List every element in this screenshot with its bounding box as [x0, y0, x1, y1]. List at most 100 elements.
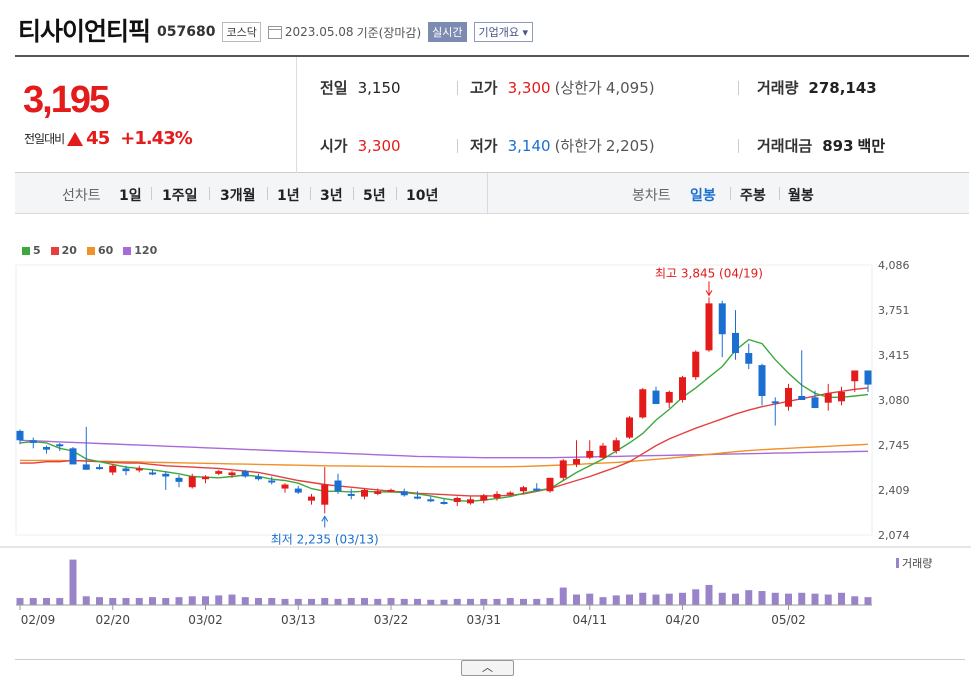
company-overview-dropdown[interactable]: 기업개요 ▾ [473, 22, 534, 42]
date-info: 2023.05.08 기준(장마감) [267, 24, 422, 41]
upper-limit-value: 4,095) [605, 78, 655, 97]
candle-body [321, 484, 329, 505]
ma5-line [19, 338, 869, 503]
volume-bar [361, 598, 368, 605]
ma60-line [20, 443, 869, 468]
candle-body [626, 417, 633, 438]
lower-limit-label: (하한가 [554, 137, 602, 155]
candle-body [771, 401, 779, 404]
period-5y[interactable]: 5년 [363, 188, 386, 204]
divider [779, 187, 780, 200]
period-1y[interactable]: 1년 [277, 188, 300, 204]
realtime-button[interactable]: 실시간 [428, 22, 467, 42]
open-label: 시가 [320, 137, 348, 155]
candle-body [679, 377, 686, 400]
candle-body [453, 497, 461, 502]
change-value: 45 [86, 128, 110, 149]
volume-bar [785, 593, 792, 605]
candle-body [851, 370, 859, 382]
divider [267, 187, 268, 200]
candle-body [546, 477, 554, 492]
volume-bar [268, 598, 276, 605]
volume-bar [824, 594, 832, 605]
volume-bar [665, 593, 673, 605]
candle-body [639, 389, 647, 418]
collapse-handle[interactable]: ︿ [461, 660, 514, 676]
volume-bar [56, 598, 64, 605]
period-weekly[interactable]: 주봉 [740, 188, 766, 204]
calendar-icon [267, 25, 282, 39]
divider [151, 187, 152, 200]
high-price: 고가 3,300 (상한가 4,095) [470, 77, 655, 98]
volume-bar [82, 596, 90, 605]
volume-bar [16, 598, 24, 605]
period-1w[interactable]: 1주일 [162, 188, 198, 204]
volume-bar [202, 596, 209, 605]
candle-body [665, 391, 673, 403]
volume-bar [453, 598, 461, 605]
candle-body [268, 480, 276, 483]
volume-bar [639, 592, 647, 605]
ma20-line [20, 387, 869, 497]
candle-chart-label: 봉차트 [632, 188, 671, 204]
volume-bar [308, 598, 315, 605]
candle-body [533, 488, 541, 491]
open-value: 3,300 [357, 136, 401, 155]
volume-bar [559, 587, 567, 605]
divider [457, 139, 458, 153]
x-tick-label: 02/09 [21, 613, 56, 627]
volume-bar [480, 598, 488, 605]
period-10y[interactable]: 10년 [406, 188, 439, 204]
candle-body [745, 353, 753, 364]
stock-code: 057680 [157, 24, 216, 40]
volume-bar [467, 598, 474, 605]
volume-bar [162, 598, 170, 605]
date-basis: 기준(장마감) [356, 25, 422, 40]
ma-legend: 5 20 60 120 [22, 244, 157, 257]
divider [487, 173, 488, 214]
amount-label: 거래대금 [757, 137, 813, 155]
volume-bar [188, 596, 196, 605]
legend-ma60: 60 [86, 244, 113, 257]
divider [738, 139, 739, 153]
divider [738, 81, 739, 95]
period-daily[interactable]: 일봉 [690, 188, 716, 204]
candle-body [122, 468, 130, 472]
volume-bar [493, 598, 501, 605]
period-monthly[interactable]: 월봉 [788, 188, 814, 204]
x-tick-label: 04/11 [572, 613, 607, 627]
period-3y[interactable]: 3년 [320, 188, 343, 204]
candle-body [612, 440, 620, 451]
low-arrowhead-icon [321, 515, 329, 522]
volume-bar [745, 590, 753, 605]
candle-body [440, 501, 448, 504]
up-arrow-icon [67, 131, 84, 146]
trade-volume: 거래량 278,143 [757, 77, 877, 98]
price-summary: 3,195 전일대비 45 +1.43% 전일 3,150 시가 3,300 고가 3… [15, 55, 969, 173]
candle-body [149, 472, 156, 475]
period-1d[interactable]: 1일 [119, 188, 142, 204]
volume-bar [533, 598, 541, 605]
volume-bar [149, 597, 156, 605]
volume-bar [400, 598, 408, 605]
candle-body [692, 351, 700, 378]
chevron-down-icon: ▾ [522, 26, 529, 39]
open-price: 시가 3,300 [320, 135, 401, 156]
volume-legend-label: 거래량 [902, 557, 932, 570]
candlestick-chart-svg: 4,086 3,751 3,415 3,080 2,745 2,409 2,074 최고 3,… [0, 259, 971, 661]
volume-bar [811, 593, 819, 605]
candle-body [109, 465, 117, 473]
y-tick-label: 3,080 [878, 394, 910, 407]
company-overview-label: 기업개요 [478, 26, 519, 39]
prev-close: 전일 3,150 [320, 77, 401, 98]
upper-limit-label: (상한가 [554, 79, 602, 97]
high-value: 3,300 [507, 78, 551, 97]
candle-body [520, 487, 527, 492]
x-tick-label: 03/22 [374, 613, 409, 627]
volume-bar [122, 598, 130, 605]
period-3m[interactable]: 3개월 [220, 188, 256, 204]
candle-body [798, 395, 806, 400]
change-label: 전일대비 [24, 132, 65, 146]
volume-bar [96, 597, 103, 605]
candle-body [467, 499, 474, 504]
